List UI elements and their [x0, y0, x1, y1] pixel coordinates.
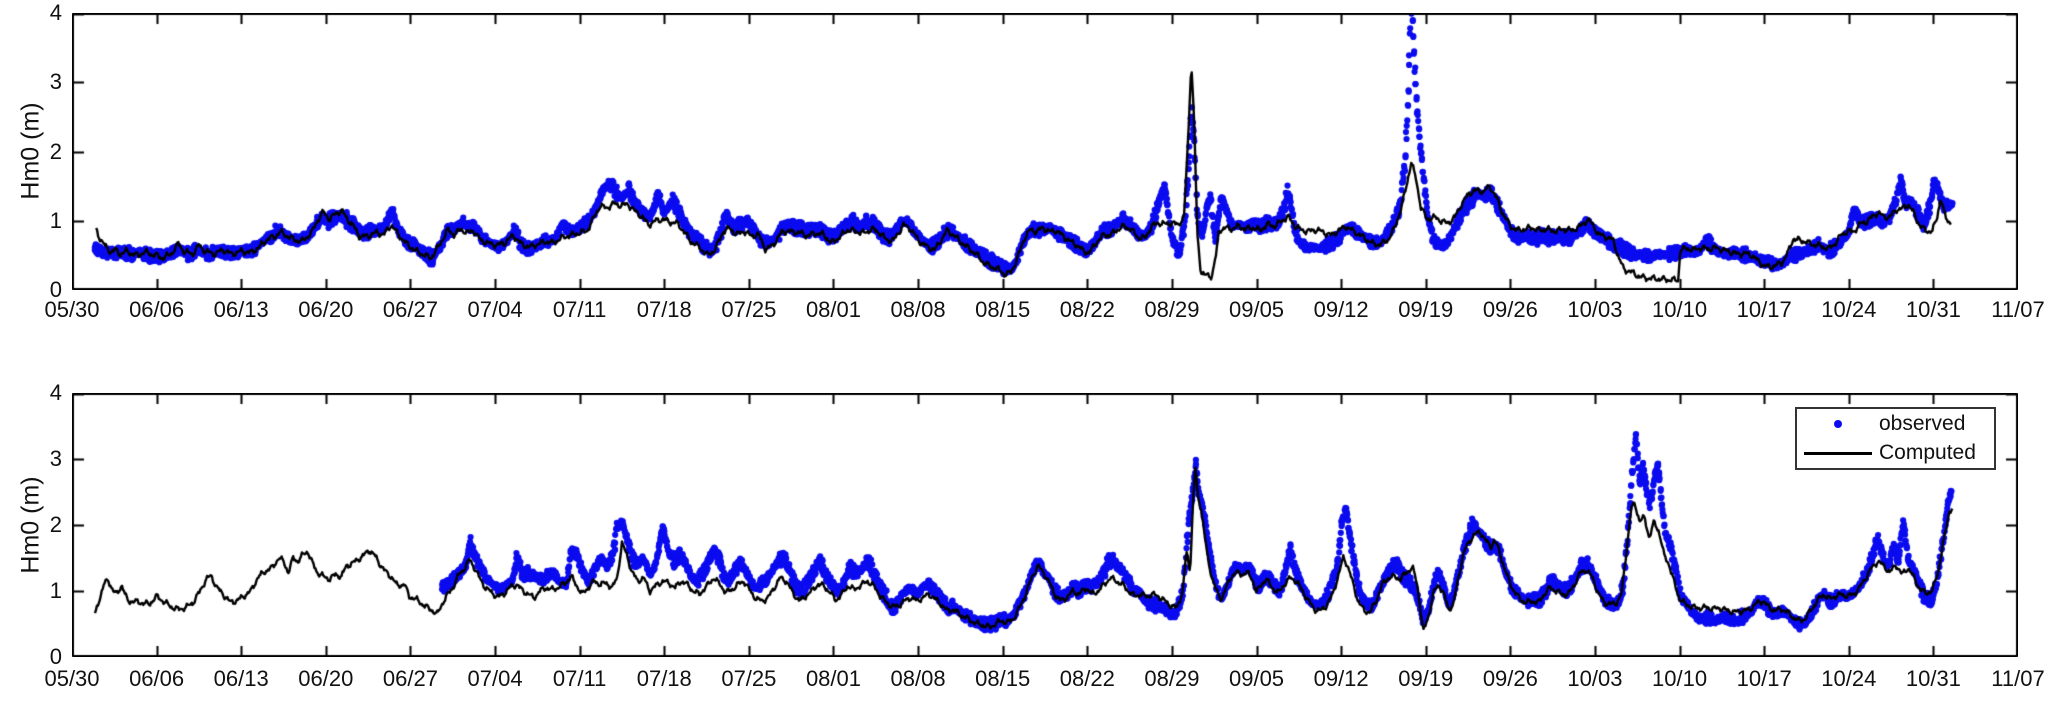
y-tick-label: 2: [49, 138, 62, 164]
top-panel-plot-area: [72, 13, 2018, 290]
legend-label-computed: Computed: [1879, 441, 1976, 464]
x-tick-label: 07/25: [721, 666, 777, 691]
x-tick-label: 08/08: [890, 666, 946, 691]
x-tick-label: 10/10: [1652, 666, 1708, 691]
legend-item-observed: observed: [1797, 410, 1994, 438]
x-tick-label: 10/03: [1567, 297, 1623, 322]
x-tick-label: 07/18: [636, 297, 692, 322]
x-tick-label: 06/06: [129, 297, 185, 322]
x-tick-label: 10/24: [1821, 666, 1877, 691]
x-tick-label: 10/31: [1905, 297, 1961, 322]
x-tick-label: 07/04: [467, 666, 523, 691]
x-tick-label: 07/11: [552, 666, 607, 691]
x-tick-label: 11/07: [1991, 666, 2045, 691]
x-tick-label: 10/17: [1736, 666, 1792, 691]
observed-dot-marker-icon: [1797, 420, 1879, 428]
x-tick-label: 10/31: [1905, 666, 1961, 691]
x-tick-label: 09/05: [1228, 666, 1285, 691]
x-tick-label: 09/26: [1482, 666, 1538, 691]
legend: observed Computed: [1795, 407, 1996, 470]
x-tick-label: 08/29: [1144, 297, 1200, 322]
x-tick-label: 08/22: [1059, 666, 1115, 691]
x-tick-label: 09/26: [1482, 297, 1538, 322]
y-tick-label: 0: [49, 644, 62, 669]
y-tick-label: 4: [49, 380, 62, 405]
y-tick-label: 4: [49, 0, 62, 25]
y-tick-label: 3: [49, 446, 62, 471]
y-tick-label: 1: [49, 207, 62, 233]
x-tick-label: 08/15: [975, 297, 1031, 322]
x-tick-label: 07/18: [636, 666, 692, 691]
x-tick-label: 09/19: [1398, 297, 1454, 322]
x-tick-label: 09/12: [1313, 666, 1369, 691]
x-tick-label: 09/12: [1313, 297, 1369, 322]
legend-label-observed: observed: [1879, 412, 1966, 435]
x-tick-label: 10/17: [1736, 297, 1792, 322]
x-tick-label: 07/11: [552, 297, 607, 322]
y-tick-label: 0: [49, 277, 62, 302]
x-tick-label: 06/13: [213, 666, 269, 691]
x-tick-label: 11/07: [1991, 297, 2045, 322]
x-tick-label: 07/04: [467, 297, 523, 322]
x-tick-label: 05/30: [44, 666, 100, 691]
x-tick-label: 09/19: [1398, 666, 1454, 691]
x-tick-label: 08/01: [805, 666, 861, 691]
x-tick-label: 10/24: [1821, 297, 1877, 322]
x-tick-label: 08/15: [975, 666, 1031, 691]
x-tick-label: 07/25: [721, 297, 777, 322]
x-tick-label: 10/10: [1652, 297, 1708, 322]
x-tick-label: 08/01: [805, 297, 861, 322]
x-tick-label: 06/20: [298, 297, 354, 322]
x-tick-label: 06/27: [382, 666, 438, 691]
x-tick-label: 08/29: [1144, 666, 1200, 691]
x-tick-label: 10/03: [1567, 666, 1623, 691]
x-tick-label: 06/20: [298, 666, 354, 691]
legend-item-computed: Computed: [1797, 439, 1994, 467]
x-tick-label: 08/22: [1059, 297, 1115, 322]
bottom-panel-plot-area: [72, 393, 2018, 657]
y-tick-label: 1: [49, 578, 62, 603]
x-tick-label: 06/06: [129, 666, 185, 691]
computed-line-marker-icon: [1797, 451, 1879, 455]
x-tick-label: 06/13: [213, 297, 269, 322]
x-tick-label: 08/08: [890, 297, 946, 322]
y-tick-label: 2: [49, 512, 62, 537]
x-tick-label: 06/27: [382, 297, 438, 322]
y-tick-label: 3: [49, 69, 62, 95]
x-tick-label: 05/30: [44, 297, 100, 322]
x-tick-label: 09/05: [1228, 297, 1285, 322]
